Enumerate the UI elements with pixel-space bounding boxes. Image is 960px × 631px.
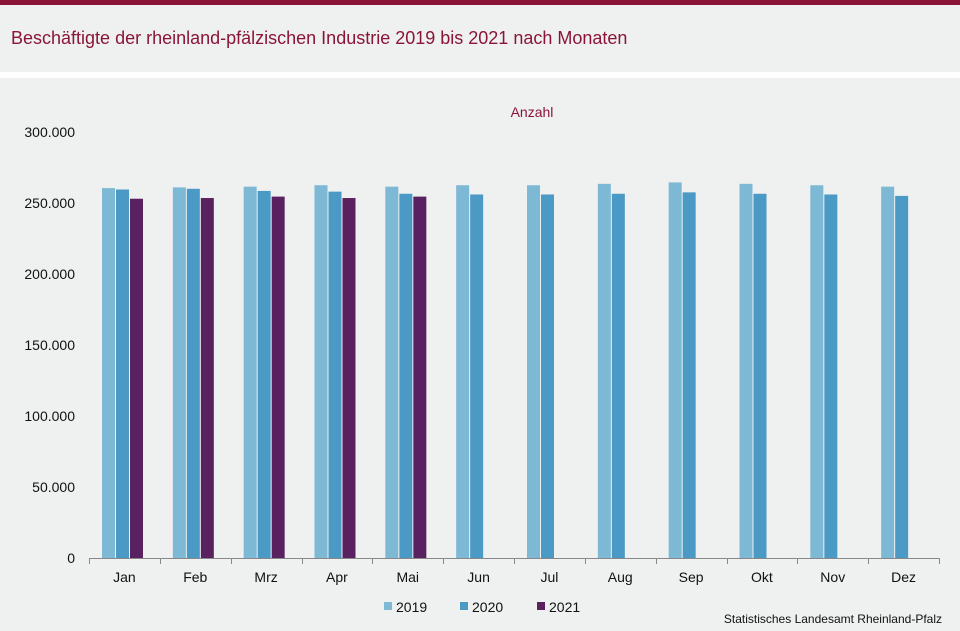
- bar-2020: [116, 189, 129, 558]
- bar-2020: [186, 188, 200, 559]
- bar-2020: [895, 195, 909, 558]
- y-tick-label: 300.000: [24, 124, 75, 140]
- bar-2021: [342, 198, 356, 558]
- bar-2019: [668, 182, 682, 558]
- bar-2021: [200, 198, 214, 558]
- x-tick-label: Nov: [820, 569, 845, 585]
- bar-2019: [385, 186, 399, 559]
- legend-swatch-2019: [384, 602, 392, 610]
- header-separator: [0, 72, 960, 78]
- y-tick-label: 250.000: [24, 195, 75, 211]
- x-tick-label: Feb: [183, 569, 207, 585]
- legend-label-2021: 2021: [549, 599, 580, 615]
- unit-label: Anzahl: [511, 104, 554, 120]
- bar-2019: [739, 183, 753, 558]
- bar-2019: [597, 183, 611, 558]
- bar-2021: [271, 196, 285, 559]
- bar-2019: [172, 187, 186, 558]
- x-tick-label: Mrz: [254, 569, 277, 585]
- x-tick-label: Jan: [113, 569, 136, 585]
- legend-label-2020: 2020: [472, 599, 503, 615]
- bar-2019: [314, 185, 328, 558]
- bar-2019: [881, 186, 895, 559]
- bar-2019: [456, 185, 470, 558]
- bar-2019: [810, 185, 824, 558]
- bar-2021: [413, 196, 427, 559]
- top-accent-bar: [0, 0, 960, 5]
- y-tick-label: 100.000: [24, 408, 75, 424]
- bar-2019: [102, 188, 115, 558]
- bar-2020: [470, 194, 484, 559]
- bar-2021: [130, 198, 143, 559]
- bar-2020: [399, 193, 413, 558]
- bar-2020: [257, 190, 271, 558]
- source-note: Statistisches Landesamt Rheinland-Pfalz: [723, 612, 942, 626]
- bar-2019: [527, 185, 540, 558]
- x-tick-label: Jun: [467, 569, 490, 585]
- legend-swatch-2021: [537, 602, 545, 610]
- x-tick-label: Sep: [679, 569, 704, 585]
- x-tick-label: Apr: [326, 569, 348, 585]
- bar-2020: [541, 194, 554, 559]
- legend-swatch-2020: [460, 602, 468, 610]
- x-tick-label: Dez: [891, 569, 916, 585]
- x-tick-label: Aug: [608, 569, 633, 585]
- chart-header: Beschäftigte der rheinland-pfälzischen I…: [0, 5, 960, 72]
- x-tick-label: Jul: [540, 569, 558, 585]
- legend-label-2019: 2019: [396, 599, 427, 615]
- bar-2020: [824, 194, 838, 559]
- bar-2020: [328, 191, 342, 558]
- bar-2019: [243, 186, 257, 559]
- y-tick-label: 50.000: [32, 479, 75, 495]
- bar-2020: [611, 193, 625, 558]
- x-tick-label: Okt: [751, 569, 773, 585]
- y-tick-label: 200.000: [24, 266, 75, 282]
- y-tick-label: 150.000: [24, 337, 75, 353]
- x-tick-label: Mai: [396, 569, 419, 585]
- y-tick-label: 0: [67, 550, 75, 566]
- chart-title: Beschäftigte der rheinland-pfälzischen I…: [11, 28, 628, 48]
- bar-2020: [682, 192, 696, 558]
- bar-2020: [753, 193, 767, 558]
